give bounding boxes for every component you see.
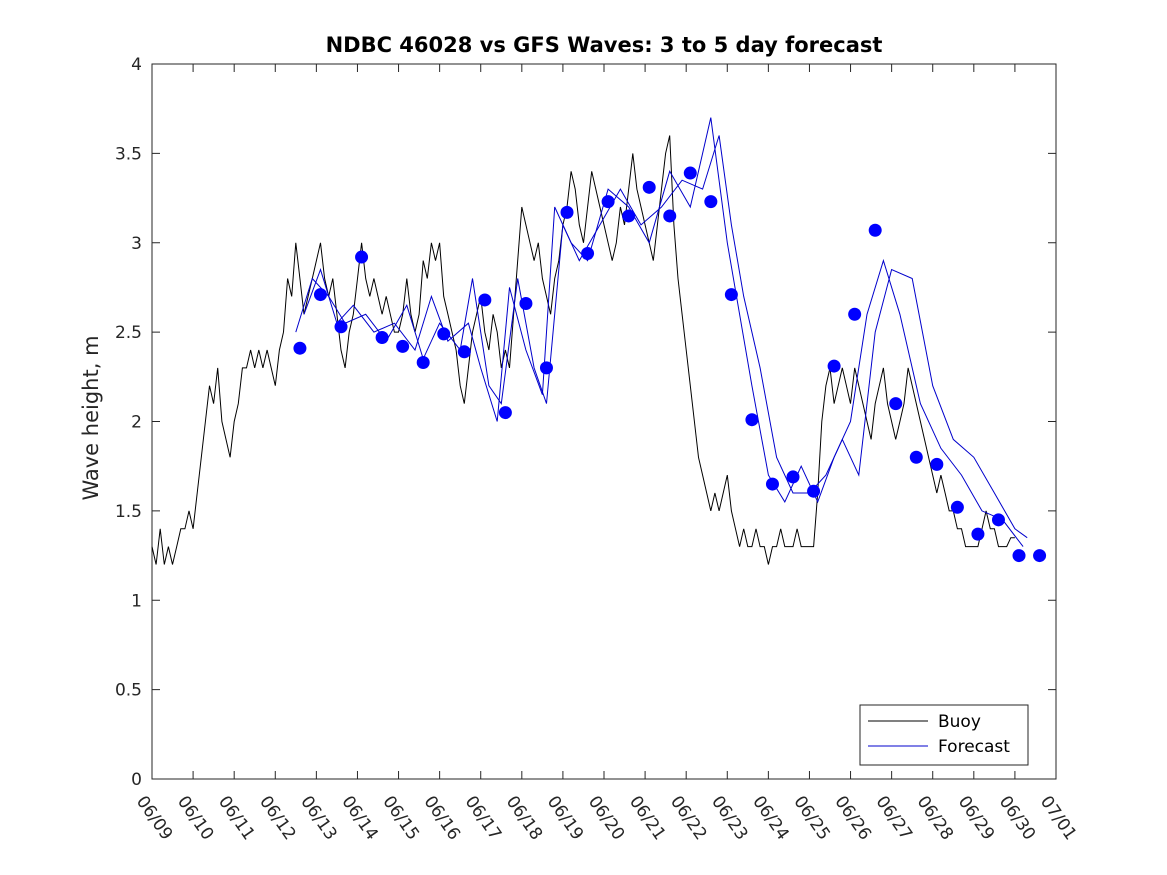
forecast-point	[498, 406, 512, 420]
y-axis-label: Wave height, m	[79, 335, 103, 500]
x-tick-label: 06/11	[214, 792, 258, 844]
chart-title: NDBC 46028 vs GFS Waves: 3 to 5 day fore…	[326, 33, 883, 57]
x-tick-label: 06/16	[420, 792, 464, 844]
x-tick-label: 06/29	[954, 792, 998, 844]
forecast-point	[396, 339, 410, 353]
x-tick-label: 06/18	[502, 792, 546, 844]
x-tick-label: 06/19	[543, 792, 587, 844]
forecast-point	[437, 327, 451, 341]
forecast-point	[293, 341, 307, 355]
forecast-point	[745, 413, 759, 427]
forecast-point	[478, 293, 492, 307]
forecast-point	[704, 195, 718, 209]
forecast-point	[313, 288, 327, 302]
legend-forecast-label: Forecast	[938, 737, 1010, 757]
x-tick-label: 06/27	[872, 792, 916, 844]
forecast-point	[1012, 549, 1026, 563]
forecast-point	[1033, 549, 1047, 563]
forecast-point	[991, 513, 1005, 527]
forecast-point	[375, 330, 389, 344]
forecast-point	[560, 205, 574, 219]
y-tick-label: 2	[131, 413, 142, 433]
forecast-point	[807, 484, 821, 498]
x-tick-label: 06/10	[173, 792, 217, 844]
forecast-point	[334, 320, 348, 334]
x-tick-label: 06/12	[255, 792, 299, 844]
x-tick-label: 06/21	[625, 792, 669, 844]
y-tick-label: 2.5	[115, 323, 142, 343]
x-tick-label: 06/17	[461, 792, 505, 844]
forecast-point	[355, 250, 369, 264]
y-tick-label: 0	[131, 770, 142, 790]
forecast-point	[827, 359, 841, 373]
forecast-point	[416, 356, 430, 370]
forecast-point	[971, 527, 985, 541]
forecast-point	[950, 500, 964, 514]
series-line-forecast	[303, 117, 1024, 547]
plot-area	[151, 63, 1057, 780]
x-tick-label: 06/24	[748, 792, 792, 844]
x-tick-label: 06/23	[707, 792, 751, 844]
forecast-point	[519, 297, 533, 311]
x-tick-label: 06/28	[913, 792, 957, 844]
x-tick-label: 06/22	[666, 792, 710, 844]
forecast-point	[848, 307, 862, 321]
forecast-point	[909, 450, 923, 464]
y-tick-label: 3	[131, 234, 142, 254]
y-tick-label: 0.5	[115, 681, 142, 701]
forecast-point	[581, 246, 595, 260]
x-tick-label: 06/26	[830, 792, 874, 844]
x-tick-label: 06/20	[584, 792, 628, 844]
x-tick-label: 06/15	[378, 792, 422, 844]
marker-layer	[293, 166, 1047, 563]
x-tick-label: 06/14	[337, 792, 381, 844]
x-tick-label: 06/25	[789, 792, 833, 844]
x-tick-label: 06/30	[995, 792, 1039, 844]
series-line-buoy	[151, 135, 1015, 565]
y-tick-label: 1.5	[115, 502, 142, 522]
forecast-point	[786, 470, 800, 484]
legend-buoy-label: Buoy	[938, 712, 981, 732]
forecast-point	[930, 457, 944, 471]
y-tick-label: 4	[131, 55, 142, 75]
forecast-point	[683, 166, 697, 180]
x-tick-label: 06/09	[132, 792, 176, 844]
forecast-point	[663, 209, 677, 223]
forecast-point	[868, 223, 882, 237]
y-tick-label: 1	[131, 591, 142, 611]
legend-box	[859, 704, 1029, 766]
forecast-point	[642, 180, 656, 194]
x-tick-label: 06/13	[296, 792, 340, 844]
forecast-point	[622, 209, 636, 223]
legend: Buoy Forecast	[859, 704, 1029, 766]
y-axis-ticks: 0 0.5 1 1.5 2 2.5 3 3.5 4	[115, 55, 1056, 790]
x-tick-label: 07/01	[1036, 792, 1080, 844]
forecast-point	[601, 195, 615, 209]
forecast-point	[539, 361, 553, 375]
forecast-point	[457, 345, 471, 359]
forecast-point	[724, 288, 738, 302]
y-tick-label: 3.5	[115, 144, 142, 164]
forecast-point	[889, 397, 903, 411]
forecast-point	[765, 477, 779, 491]
